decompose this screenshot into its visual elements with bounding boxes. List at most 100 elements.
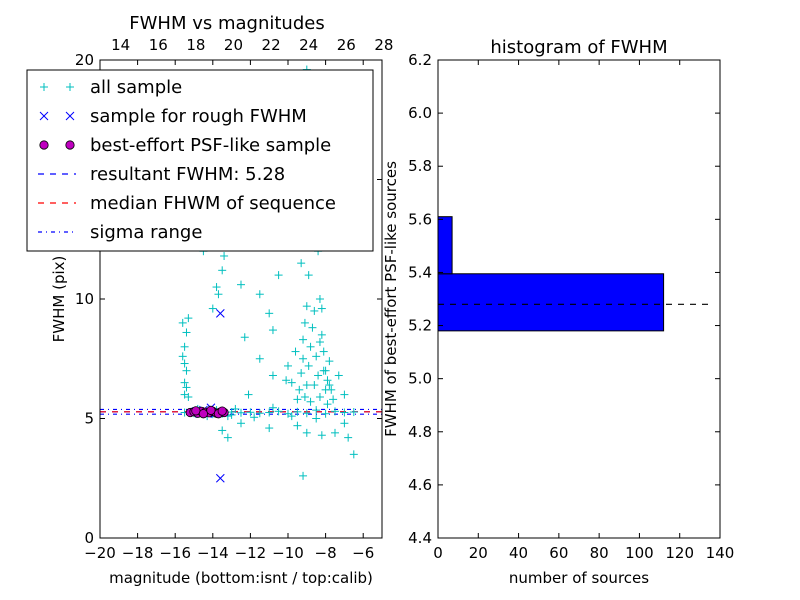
legend-entry-5: sigma range [38,222,202,243]
scatter-point-0-107 [315,338,324,347]
histogram-bar-0 [438,273,665,332]
scatter-point-0-51 [218,266,227,275]
scatter-point-0-21 [250,413,259,422]
scatter-point-2-14 [217,406,227,416]
histogram-y-tick-label-2: 4.8 [408,423,432,441]
scatter-point-0-103 [308,323,317,332]
scatter-point-0-43 [182,328,191,337]
scatter-point-0-98 [340,390,349,399]
scatter-point-0-79 [293,395,302,404]
histogram-axes-frame [437,59,721,539]
scatter-point-0-17 [340,408,349,417]
histogram-y-tick-label-7: 5.8 [408,157,432,175]
scatter-point-0-76 [284,361,292,370]
scatter-point-0-32 [331,428,339,437]
scatter-point-0-44 [180,390,189,399]
histogram-chart: histogram of FWHM 0 20 40 60 80 100 120 140 4.4 4… [382,37,734,587]
scatter-top-tick-label-1: 16 [149,36,168,54]
histogram-x-tick-label-2: 40 [509,544,528,562]
scatter-point-0-20 [231,404,240,413]
scatter-point-0-72 [255,354,264,363]
legend-marker-1-b [65,111,75,121]
legend-label-2: best-effort PSF-like sample [90,135,331,156]
histogram-y-tick-label-6: 5.6 [408,210,432,228]
scatter-top-tick-label-5: 24 [299,36,318,54]
legend-label-1: sample for rough FWHM [90,106,307,127]
legend-marker-0-b [66,83,74,91]
scatter-point-0-22 [268,403,277,412]
scatter-x-tick-label-3: −14 [197,544,229,562]
scatter-point-0-78 [291,347,300,356]
scatter-point-0-113 [327,385,336,394]
scatter-point-0-96 [329,395,338,404]
scatter-x-tick-label-4: −12 [235,544,267,562]
legend-marker-1-b-b [65,111,75,121]
scatter-point-0-66 [274,271,283,280]
scatter-point-0-7 [246,408,255,417]
scatter-point-0-27 [265,424,274,433]
scatter-point-0-42 [178,352,187,361]
scatter-point-0-12 [293,407,302,416]
scatter-point-0-65 [265,309,274,318]
scatter-point-0-48 [208,304,217,313]
scatter-point-0-47 [182,383,191,392]
scatter-point-0-16 [331,407,339,416]
scatter-point-0-23 [287,412,296,421]
legend-entry-0: all sample [40,77,182,98]
histogram-plot-area [438,216,712,332]
scatter-point-0-105 [312,352,321,361]
scatter-point-0-95 [325,381,334,390]
scatter-point-1-1-b [215,473,225,483]
scatter-point-0-127 [297,259,306,268]
scatter-point-0-35 [349,450,358,459]
scatter-point-0-115 [306,397,315,406]
scatter-point-0-24 [218,426,227,435]
scatter-point-1-0 [215,308,225,318]
scatter-top-tick-label-3: 20 [224,36,243,54]
scatter-point-0-82 [300,318,309,327]
scatter-point-0-29 [302,428,311,437]
scatter-point-0-81 [299,335,308,344]
scatter-point-0-33 [340,419,349,428]
scatter-point-0-30 [312,414,321,423]
scatter-point-0-46 [180,359,189,368]
scatter-point-0-116 [300,392,309,401]
scatter-y-tick-label-0: 0 [84,529,94,547]
histogram-y-tick-label-5: 5.4 [408,263,432,281]
scatter-point-0-106 [314,371,323,380]
scatter-point-0-40 [180,378,189,387]
scatter-ticks: −20 −18 −16 −14 −12 −10 −8 −6 14 16 18 20 22 24 26 28 0 5… [75,36,394,562]
scatter-title: FWHM vs magnitudes [129,13,324,34]
scatter-point-2-11 [198,409,208,419]
histogram-ticks: 0 20 40 60 80 100 120 140 4.4 4.6 4.8 5.0 5.2 5.4 5.6 5… [408,51,734,562]
legend-label-0: all sample [90,77,182,98]
scatter-point-0-97 [334,371,343,380]
scatter-point-0-62 [237,280,245,289]
scatter-point-0-67 [268,326,277,335]
scatter-y-tick-label-2: 10 [75,290,94,308]
scatter-point-1-0-b [215,308,225,318]
scatter-point-0-52 [220,251,229,260]
scatter-point-0-25 [223,433,232,442]
histogram-y-tick-label-9: 6.2 [408,51,432,69]
scatter-point-0-70 [240,333,249,342]
scatter-point-0-84 [304,271,313,280]
scatter-point-0-73 [268,371,277,380]
scatter-x-label: magnitude (bottom:isnt / top:calib) [109,569,373,587]
histogram-y-label: FWHM of best-effort PSF-like sources [382,161,400,437]
scatter-x-tick-label-0: −20 [84,544,116,562]
legend-marker-2-b [65,140,75,150]
scatter-point-0-114 [310,381,319,390]
scatter-y-tick-label-1: 5 [84,410,94,428]
scatter-point-0-9 [265,408,274,417]
legend-marker-0-a [40,83,48,91]
scatter-top-tick-label-6: 26 [337,36,356,54]
legend-marker-2-a [39,140,49,150]
scatter-point-0-112 [325,357,334,366]
scatter-top-tick-label-7: 28 [374,36,393,54]
scatter-top-tick-label-2: 18 [186,36,205,54]
legend-label-5: sigma range [90,222,202,243]
histogram-y-tick-label-4: 5.2 [408,317,432,335]
scatter-point-0-10 [274,407,283,416]
